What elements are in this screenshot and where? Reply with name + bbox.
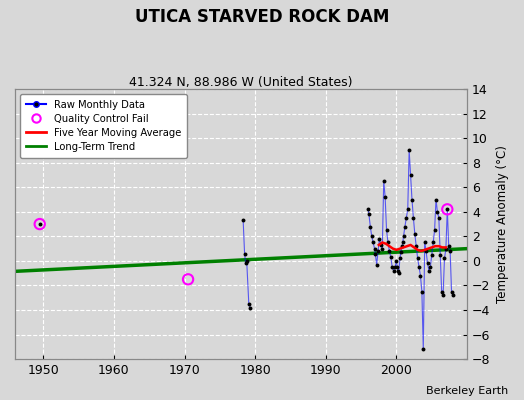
Point: [36, 221, 44, 227]
Point: [391, 264, 399, 270]
Point: [420, 239, 429, 246]
Point: [444, 243, 453, 249]
Point: [429, 239, 438, 246]
Point: [405, 147, 413, 154]
Point: [446, 248, 454, 254]
Point: [398, 243, 406, 249]
Point: [423, 260, 432, 266]
Point: [396, 255, 404, 262]
Point: [364, 206, 373, 212]
Point: [381, 194, 389, 200]
Point: [428, 252, 436, 258]
Point: [246, 304, 255, 311]
Point: [36, 221, 44, 227]
Point: [415, 264, 423, 270]
Point: [401, 223, 409, 230]
Point: [449, 292, 457, 298]
Point: [370, 246, 379, 252]
Point: [442, 246, 450, 252]
Point: [184, 276, 192, 282]
Point: [367, 233, 376, 240]
Point: [379, 178, 388, 184]
Title: 41.324 N, 88.986 W (United States): 41.324 N, 88.986 W (United States): [129, 76, 353, 89]
Point: [408, 196, 416, 203]
Point: [389, 268, 398, 274]
Point: [430, 227, 439, 234]
Point: [245, 301, 253, 307]
Point: [440, 255, 449, 262]
Point: [388, 264, 396, 270]
Point: [399, 233, 408, 240]
Point: [416, 272, 424, 279]
Point: [387, 254, 395, 260]
Point: [418, 288, 426, 295]
Point: [425, 268, 433, 274]
Point: [378, 246, 387, 252]
Legend: Raw Monthly Data, Quality Control Fail, Five Year Moving Average, Long-Term Tren: Raw Monthly Data, Quality Control Fail, …: [20, 94, 188, 158]
Point: [399, 239, 407, 246]
Point: [369, 239, 377, 246]
Point: [241, 250, 249, 257]
Point: [402, 215, 410, 221]
Point: [447, 288, 456, 295]
Point: [392, 258, 401, 264]
Point: [383, 227, 391, 234]
Point: [384, 239, 392, 246]
Point: [413, 255, 422, 262]
Point: [394, 268, 402, 274]
Point: [439, 292, 447, 298]
Point: [426, 264, 434, 270]
Point: [419, 346, 428, 352]
Point: [243, 258, 251, 264]
Point: [395, 270, 403, 276]
Point: [371, 250, 379, 257]
Point: [407, 172, 415, 178]
Text: UTICA STARVED ROCK DAM: UTICA STARVED ROCK DAM: [135, 8, 389, 26]
Point: [375, 236, 384, 242]
Point: [411, 231, 419, 237]
Point: [409, 215, 418, 221]
Point: [422, 248, 430, 254]
Point: [433, 208, 442, 215]
Point: [373, 261, 381, 268]
Point: [436, 252, 444, 258]
Point: [239, 217, 247, 224]
Point: [365, 211, 373, 218]
Point: [403, 206, 412, 212]
Y-axis label: Temperature Anomaly (°C): Temperature Anomaly (°C): [496, 145, 509, 303]
Point: [242, 260, 250, 266]
Point: [434, 215, 443, 221]
Text: Berkeley Earth: Berkeley Earth: [426, 386, 508, 396]
Point: [393, 264, 401, 270]
Point: [443, 206, 452, 212]
Point: [377, 242, 385, 248]
Point: [438, 288, 446, 295]
Point: [374, 248, 383, 254]
Point: [385, 248, 394, 254]
Point: [432, 196, 440, 203]
Point: [366, 223, 375, 230]
Point: [397, 249, 405, 256]
Point: [412, 243, 420, 249]
Point: [443, 206, 452, 212]
